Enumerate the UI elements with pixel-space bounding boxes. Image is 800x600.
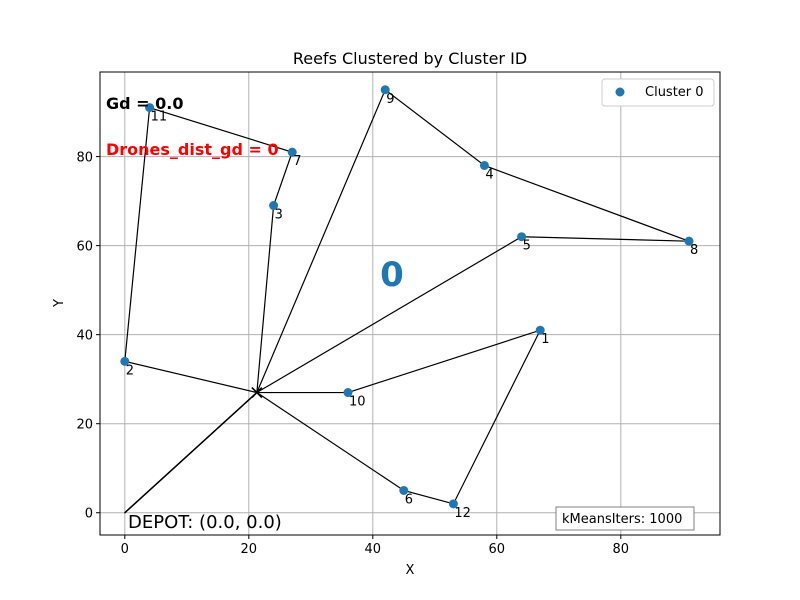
reef-point bbox=[120, 356, 130, 366]
cluster-id-label: 0 bbox=[380, 255, 404, 295]
x-tick-label: 60 bbox=[489, 542, 506, 557]
y-tick-label: 0 bbox=[85, 507, 93, 522]
points bbox=[120, 85, 694, 509]
reef-point-label: 2 bbox=[126, 363, 134, 378]
x-tick-label: 0 bbox=[121, 542, 129, 557]
reef-point-label: 6 bbox=[405, 492, 413, 507]
reef-point bbox=[269, 201, 279, 211]
x-tick-label: 20 bbox=[241, 542, 258, 557]
depot-annotation: DEPOT: (0.0, 0.0) bbox=[128, 512, 282, 533]
gd-annotation: Gd = 0.0 bbox=[106, 94, 183, 113]
chart-title: Reefs Clustered by Cluster ID bbox=[293, 49, 527, 68]
route-line bbox=[124, 106, 293, 394]
reef-point-label: 11 bbox=[151, 110, 168, 125]
y-tick-label: 60 bbox=[76, 240, 93, 255]
reef-point-label: 10 bbox=[349, 395, 366, 410]
reef-point bbox=[448, 499, 458, 509]
reef-point bbox=[287, 147, 297, 157]
legend-marker bbox=[615, 87, 625, 97]
reef-point-label: 3 bbox=[275, 208, 283, 223]
reef-point bbox=[145, 103, 155, 113]
reef-point bbox=[684, 236, 694, 246]
grid bbox=[100, 72, 720, 535]
reef-point bbox=[479, 160, 489, 170]
route-line bbox=[256, 88, 690, 394]
reef-point-label: 4 bbox=[485, 167, 493, 182]
reef-point bbox=[517, 232, 527, 242]
hub-marker bbox=[251, 386, 263, 399]
reef-point bbox=[380, 85, 390, 95]
y-tick-label: 20 bbox=[76, 418, 93, 433]
reef-point-label: 5 bbox=[523, 239, 531, 254]
reef-point-label: 12 bbox=[454, 506, 471, 521]
plot-frame bbox=[99, 71, 721, 536]
reef-point-label: 7 bbox=[293, 154, 301, 169]
reef-point bbox=[399, 485, 409, 495]
route-line bbox=[256, 329, 542, 505]
x-axis-title: X bbox=[406, 563, 415, 578]
kmeans-box: kMeansIters: 1000 bbox=[555, 506, 695, 531]
drones-dist-annotation: Drones_dist_gd = 0 bbox=[106, 140, 279, 159]
reef-point bbox=[343, 388, 353, 398]
routes bbox=[124, 88, 690, 514]
reef-point bbox=[535, 325, 545, 335]
reef-point-label: 1 bbox=[541, 332, 549, 347]
x-tick-label: 80 bbox=[613, 542, 630, 557]
depot-route-line bbox=[124, 392, 258, 514]
reef-point-label: 9 bbox=[386, 92, 394, 107]
y-tick-label: 40 bbox=[76, 329, 93, 344]
reef-point-label: 8 bbox=[690, 243, 698, 258]
y-tick-label: 80 bbox=[76, 151, 93, 166]
legend: Cluster 0 bbox=[601, 78, 715, 107]
kmeans-iters-label: kMeansIters: 1000 bbox=[562, 512, 682, 527]
legend-label: Cluster 0 bbox=[645, 85, 704, 100]
y-axis-title: Y bbox=[52, 299, 67, 308]
x-tick-label: 40 bbox=[365, 542, 382, 557]
